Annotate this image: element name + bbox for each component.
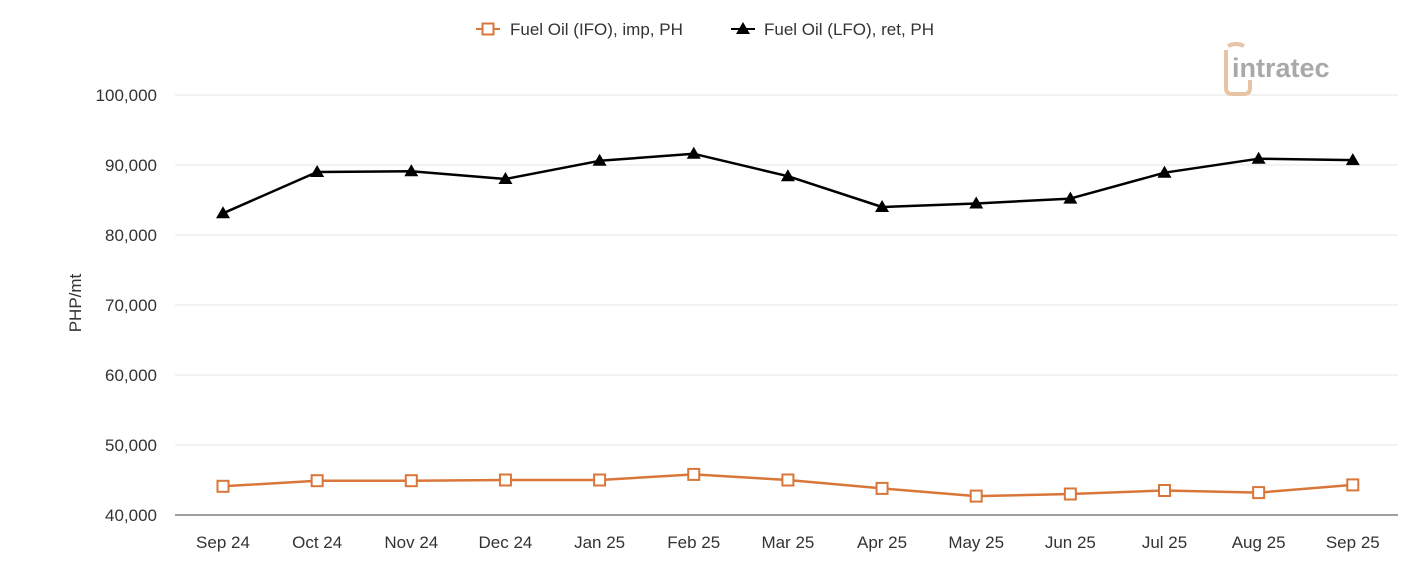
x-tick-label: Oct 24 (292, 533, 342, 552)
data-point (686, 146, 701, 159)
data-point (310, 474, 324, 488)
legend-ifo-marker (481, 22, 495, 36)
legend-lfo-label: Fuel Oil (LFO), ret, PH (764, 20, 934, 39)
data-point (1346, 478, 1360, 492)
y-tick-label: 70,000 (105, 296, 157, 315)
data-point (875, 200, 890, 212)
y-tick-label: 60,000 (105, 366, 157, 385)
x-tick-label: Dec 24 (479, 533, 533, 552)
data-point (1251, 151, 1266, 164)
logo-text: intratec (1232, 53, 1330, 83)
data-point (498, 172, 513, 184)
data-point (1158, 484, 1171, 497)
data-point (1345, 153, 1360, 166)
data-point (404, 164, 419, 177)
logo-mark (1224, 50, 1252, 96)
y-tick-label: 50,000 (105, 436, 157, 455)
data-point (1063, 487, 1077, 501)
data-point (875, 481, 889, 495)
data-point (781, 473, 795, 487)
legend-item-lfo: Fuel Oil (LFO), ret, PH (731, 20, 934, 39)
x-tick-label: Jul 25 (1142, 533, 1187, 552)
data-point (404, 474, 418, 488)
x-tick-label: Sep 25 (1326, 533, 1380, 552)
data-point (780, 169, 795, 182)
x-tick-label: Jan 25 (574, 533, 625, 552)
series-lfo (216, 146, 1360, 219)
data-point (498, 473, 512, 487)
intratec-logo: intratec (1224, 42, 1330, 96)
series-layer (216, 146, 1360, 503)
legend-ifo-label: Fuel Oil (IFO), imp, PH (510, 20, 683, 39)
y-axis-tick-labels: 40,000 50,000 60,000 70,000 80,000 90,000 100,… (96, 86, 157, 525)
x-axis-tick-labels: Sep 24 Oct 24 Nov 24 Dec 24 Jan 25 Feb 25 Mar … (196, 533, 1380, 552)
data-point (1252, 486, 1266, 500)
x-tick-label: Mar 25 (761, 533, 814, 552)
data-point (1063, 191, 1078, 204)
legend-item-ifo: Fuel Oil (IFO), imp, PH (476, 20, 683, 39)
y-axis-title: PHP/mt (66, 273, 85, 332)
data-point (1157, 165, 1172, 178)
y-tick-label: 80,000 (105, 226, 157, 245)
legend-lfo-marker (736, 22, 750, 34)
y-tick-label: 40,000 (105, 506, 157, 525)
x-tick-label: Jun 25 (1045, 533, 1096, 552)
data-point (969, 196, 984, 209)
data-point (969, 489, 983, 503)
legend: Fuel Oil (IFO), imp, PH Fuel Oil (LFO), … (476, 20, 934, 39)
x-tick-label: Aug 25 (1232, 533, 1286, 552)
gridlines (175, 94, 1398, 446)
y-tick-label: 90,000 (105, 156, 157, 175)
data-point (216, 479, 230, 493)
series-ifo (216, 467, 1360, 503)
series-line (222, 152, 1353, 215)
x-tick-label: Feb 25 (667, 533, 720, 552)
data-point (687, 467, 701, 481)
x-tick-label: May 25 (948, 533, 1004, 552)
data-point (216, 206, 230, 219)
logo-arc (1227, 42, 1245, 48)
x-tick-label: Nov 24 (384, 533, 438, 552)
x-tick-label: Sep 24 (196, 533, 250, 552)
x-tick-label: Apr 25 (857, 533, 907, 552)
data-point (310, 165, 325, 177)
data-point (592, 153, 607, 166)
y-tick-label: 100,000 (96, 86, 157, 105)
data-point (593, 473, 607, 487)
